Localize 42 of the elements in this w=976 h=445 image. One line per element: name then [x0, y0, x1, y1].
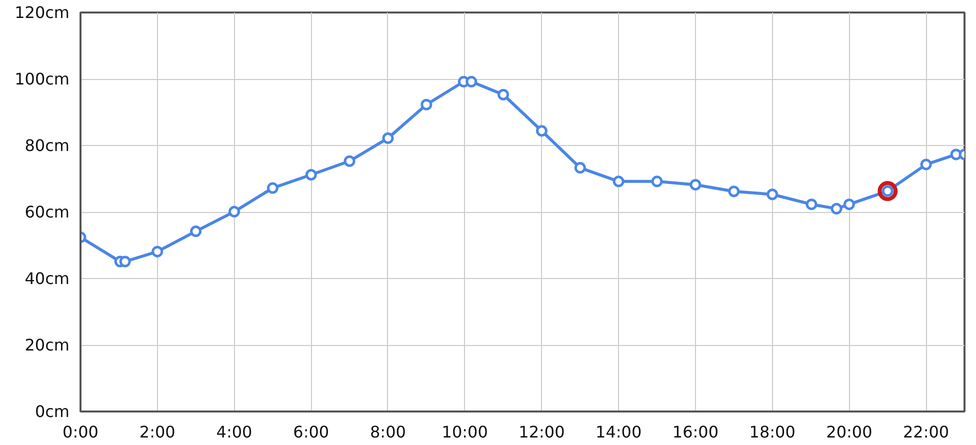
y-tick-label: 20cm — [24, 336, 70, 354]
point — [766, 188, 778, 200]
point — [690, 178, 702, 190]
point — [728, 186, 740, 198]
y-tick-label: 40cm — [24, 269, 70, 288]
x-tick-label: 0:00 — [62, 422, 98, 442]
y-tick-label: 0cm — [34, 402, 70, 421]
x-tick-label: 20:00 — [826, 422, 872, 442]
point — [119, 256, 131, 268]
x-tick-label: 8:00 — [370, 422, 406, 442]
x-tick-label: 2:00 — [139, 422, 176, 442]
point — [420, 98, 432, 110]
point — [382, 132, 394, 144]
point — [651, 176, 663, 188]
point — [498, 88, 510, 100]
point — [830, 202, 842, 214]
point — [806, 198, 818, 210]
x-tick-label: 18:00 — [749, 422, 796, 442]
point — [878, 181, 898, 202]
y-tick-label: 60cm — [24, 202, 70, 222]
point — [536, 125, 548, 137]
point — [344, 155, 356, 167]
y-tick-label: 80cm — [24, 136, 70, 155]
y-tick-label: 120cm — [14, 3, 70, 22]
point — [190, 226, 202, 238]
x-tick-label: 10:00 — [442, 422, 488, 442]
x-tick-label: 16:00 — [672, 422, 719, 442]
point — [228, 206, 240, 218]
point — [920, 158, 932, 170]
point — [574, 162, 586, 174]
point — [305, 169, 317, 180]
x-tick-label: 22:00 — [903, 422, 950, 442]
y-tick-label: 100cm — [14, 70, 70, 88]
x-tick-label: 14:00 — [596, 422, 642, 442]
x-tick-label: 12:00 — [518, 422, 565, 442]
point — [152, 246, 164, 258]
point — [612, 176, 624, 188]
point — [466, 76, 478, 88]
point — [266, 182, 278, 194]
x-tick-label: 6:00 — [293, 422, 330, 442]
point — [843, 198, 855, 210]
x-tick-label: 4:00 — [216, 422, 252, 442]
